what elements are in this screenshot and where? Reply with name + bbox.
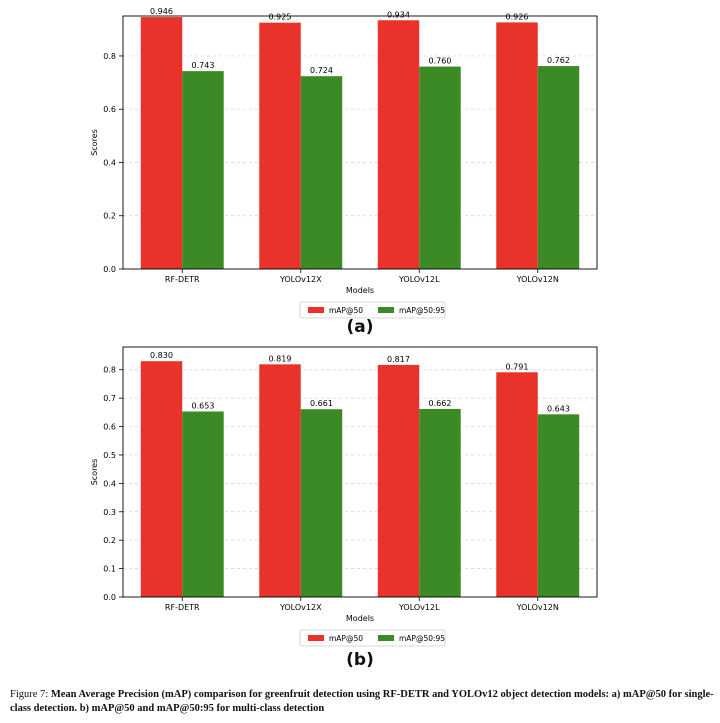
plot-frame	[122, 346, 598, 598]
legend: mAP@50 mAP@50:95	[299, 301, 446, 319]
bar	[182, 71, 224, 269]
legend-box	[299, 629, 446, 647]
bar	[259, 22, 301, 269]
data-label: 0.760	[429, 57, 452, 66]
bar	[377, 364, 420, 597]
plot-frame	[122, 15, 598, 270]
chart-b: 0.0 0.1 0.2 0.3 0.4 0.5 0.6 0.7 0.8 0.830 0.653 RF-…	[90, 346, 598, 647]
y-tick-label: 0.6	[103, 423, 116, 432]
bar	[300, 409, 343, 597]
y-tick-label: 0.0	[103, 593, 116, 602]
chart-a: 0.0 0.2 0.4 0.6 0.8 0.946 0.743 RF-DETR 0.925 0.7…	[90, 7, 598, 319]
bar	[419, 408, 461, 597]
x-tick-label: RF-DETR	[165, 603, 200, 612]
bar	[140, 17, 183, 270]
x-tick-label: RF-DETR	[165, 275, 200, 284]
panel-label-b: (b)	[346, 650, 374, 670]
y-tick-label: 0.3	[103, 508, 116, 517]
bar	[496, 22, 538, 270]
y-axis-label: Scores	[90, 459, 99, 486]
y-tick-label: 0.8	[103, 52, 116, 61]
x-axis-label: Models	[346, 614, 374, 623]
legend-swatch	[308, 307, 324, 313]
data-label: 0.662	[429, 399, 452, 408]
data-label: 0.762	[547, 56, 570, 65]
y-tick-label: 0.2	[103, 536, 116, 545]
y-tick-label: 0.6	[103, 105, 116, 114]
legend-swatch	[308, 635, 324, 641]
data-label: 0.661	[310, 399, 333, 408]
y-tick-label: 0.2	[103, 212, 116, 221]
legend-swatch	[378, 307, 394, 313]
bar	[140, 361, 183, 597]
y-tick-label: 0.7	[103, 394, 116, 403]
y-tick-label: 0.0	[103, 265, 116, 274]
legend-box	[299, 301, 446, 319]
data-label: 0.724	[310, 66, 333, 75]
bar	[537, 414, 580, 597]
x-tick-label: YOLOv12L	[398, 603, 440, 612]
data-label: 0.925	[269, 13, 292, 22]
y-axis-label: Scores	[90, 129, 99, 156]
bar	[259, 364, 301, 597]
bar	[419, 66, 461, 269]
y-tick-label: 0.1	[103, 565, 116, 574]
legend-entry: mAP@50	[329, 306, 363, 315]
data-label: 0.946	[150, 7, 173, 16]
bar	[496, 372, 538, 597]
legend-entry: mAP@50:95	[399, 306, 445, 315]
data-label: 0.926	[506, 12, 529, 21]
y-tick-label: 0.5	[103, 451, 116, 460]
x-tick-label: YOLOv12N	[516, 275, 559, 284]
legend-entry: mAP@50:95	[399, 634, 445, 643]
bar	[377, 20, 420, 270]
y-tick-label: 0.8	[103, 366, 116, 375]
data-label: 0.643	[547, 404, 570, 413]
data-label: 0.934	[387, 10, 410, 19]
data-label: 0.819	[269, 354, 292, 363]
y-tick-label: 0.4	[103, 158, 116, 167]
x-tick-label: YOLOv12X	[279, 603, 322, 612]
figure-caption: Figure 7: Mean Average Precision (mAP) c…	[10, 688, 715, 716]
x-axis-label: Models	[346, 286, 374, 295]
legend: mAP@50 mAP@50:95	[299, 629, 446, 647]
caption-prefix: Figure 7:	[10, 689, 51, 700]
x-tick-label: YOLOv12N	[516, 603, 559, 612]
y-tick-label: 0.4	[103, 479, 116, 488]
caption-text: Mean Average Precision (mAP) comparison …	[10, 689, 714, 714]
legend-swatch	[378, 635, 394, 641]
x-tick-label: YOLOv12X	[279, 275, 322, 284]
data-label: 0.817	[387, 355, 410, 364]
bar	[182, 411, 224, 597]
panel-label-a: (a)	[346, 317, 374, 337]
data-label: 0.653	[192, 401, 215, 410]
legend-entry: mAP@50	[329, 634, 363, 643]
data-label: 0.743	[192, 61, 215, 70]
data-label: 0.830	[150, 351, 173, 360]
bar	[537, 66, 580, 269]
bar	[300, 76, 343, 269]
data-label: 0.791	[506, 362, 529, 371]
x-tick-label: YOLOv12L	[398, 275, 440, 284]
